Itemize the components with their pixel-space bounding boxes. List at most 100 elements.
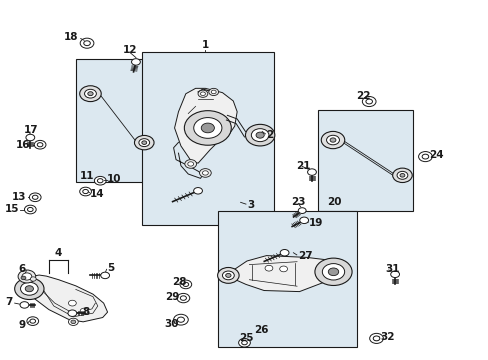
Circle shape (193, 188, 202, 194)
Circle shape (84, 89, 96, 98)
Circle shape (27, 317, 39, 325)
Circle shape (373, 336, 379, 341)
Circle shape (20, 282, 38, 295)
Circle shape (26, 134, 35, 141)
Circle shape (142, 141, 146, 144)
Polygon shape (174, 88, 237, 163)
Text: 21: 21 (295, 161, 310, 171)
Text: 16: 16 (16, 140, 31, 150)
Circle shape (362, 96, 375, 107)
Text: 2: 2 (266, 130, 273, 140)
Text: 10: 10 (106, 174, 121, 184)
Circle shape (20, 302, 29, 308)
Circle shape (180, 296, 186, 300)
Text: 31: 31 (385, 264, 399, 274)
Circle shape (83, 41, 90, 46)
Circle shape (173, 314, 188, 325)
Circle shape (97, 179, 103, 183)
Circle shape (139, 139, 149, 147)
Circle shape (396, 171, 407, 179)
Text: 4: 4 (54, 248, 61, 258)
Circle shape (180, 280, 191, 289)
Circle shape (183, 282, 188, 287)
Circle shape (68, 318, 78, 325)
Circle shape (184, 159, 196, 168)
Circle shape (80, 86, 101, 102)
Circle shape (177, 317, 184, 322)
Text: 17: 17 (23, 125, 38, 135)
Bar (76, 59, 159, 182)
Circle shape (87, 92, 93, 96)
Text: 32: 32 (380, 332, 394, 342)
Circle shape (298, 208, 305, 213)
Polygon shape (29, 275, 107, 322)
Circle shape (80, 308, 88, 314)
Circle shape (251, 129, 268, 141)
Circle shape (369, 333, 383, 343)
Circle shape (238, 338, 250, 347)
Circle shape (326, 135, 339, 145)
Circle shape (256, 132, 264, 138)
Circle shape (241, 341, 247, 345)
Circle shape (399, 174, 404, 177)
Text: 28: 28 (172, 276, 186, 287)
Circle shape (211, 90, 216, 94)
Circle shape (82, 189, 88, 194)
Circle shape (34, 140, 46, 149)
Text: 29: 29 (164, 292, 179, 302)
Circle shape (327, 268, 338, 276)
Circle shape (187, 162, 193, 166)
Circle shape (68, 300, 76, 306)
Text: 25: 25 (239, 333, 254, 343)
Circle shape (245, 124, 274, 146)
Text: 22: 22 (355, 91, 370, 102)
Circle shape (193, 118, 222, 138)
Circle shape (18, 270, 36, 283)
Circle shape (314, 258, 351, 285)
Bar (317, 110, 412, 211)
Text: 6: 6 (19, 264, 26, 274)
Text: 1: 1 (202, 40, 208, 50)
Text: 11: 11 (80, 171, 94, 181)
Circle shape (94, 176, 106, 185)
Circle shape (222, 271, 234, 280)
Text: 3: 3 (247, 200, 254, 210)
Circle shape (201, 123, 214, 133)
Text: 24: 24 (428, 150, 443, 160)
Text: 13: 13 (12, 192, 27, 202)
Circle shape (299, 217, 308, 224)
Circle shape (32, 195, 38, 199)
Text: 20: 20 (326, 197, 341, 207)
Text: 19: 19 (308, 218, 323, 228)
Circle shape (208, 88, 218, 95)
Circle shape (131, 59, 140, 65)
Circle shape (199, 168, 211, 177)
Circle shape (390, 271, 399, 278)
Circle shape (321, 131, 344, 149)
Circle shape (280, 249, 288, 256)
Text: 27: 27 (298, 251, 312, 261)
Text: 14: 14 (89, 189, 104, 199)
Circle shape (29, 193, 41, 202)
Circle shape (21, 276, 26, 280)
Bar (217, 211, 356, 347)
Text: 9: 9 (19, 320, 26, 330)
Text: 26: 26 (254, 325, 268, 336)
Circle shape (134, 135, 154, 150)
Polygon shape (229, 256, 337, 292)
Text: 8: 8 (82, 307, 89, 318)
Text: 23: 23 (290, 197, 305, 207)
Circle shape (30, 319, 36, 323)
Circle shape (27, 207, 33, 212)
Circle shape (184, 111, 231, 145)
Bar (142, 52, 273, 225)
Circle shape (71, 320, 76, 324)
Circle shape (22, 273, 32, 280)
Text: 15: 15 (5, 204, 20, 214)
Circle shape (421, 154, 428, 159)
Text: 18: 18 (63, 32, 78, 42)
Circle shape (329, 138, 335, 142)
Circle shape (217, 267, 239, 283)
Circle shape (418, 152, 431, 162)
Circle shape (200, 92, 205, 95)
